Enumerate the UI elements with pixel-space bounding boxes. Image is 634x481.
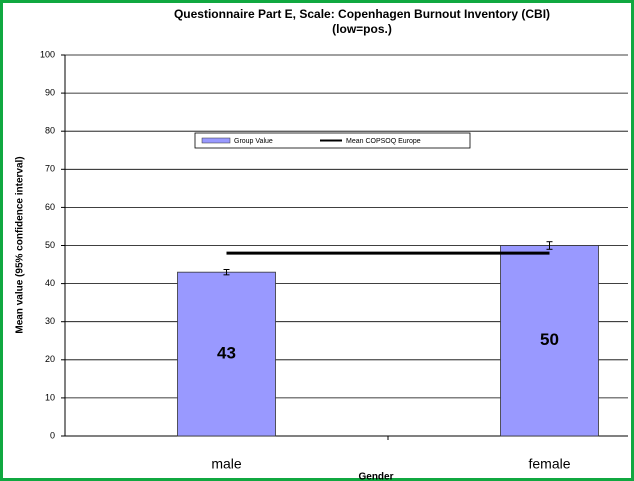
y-tick-label: 50 — [45, 240, 55, 250]
y-tick-label: 100 — [40, 49, 55, 59]
y-tick-label: 10 — [45, 392, 55, 402]
x-axis-title: Gender — [358, 472, 393, 481]
bar — [500, 245, 599, 437]
y-tick-label: 20 — [45, 354, 55, 364]
y-tick-label: 60 — [45, 202, 55, 212]
x-tick-label: male — [211, 456, 242, 472]
y-tick-label: 40 — [45, 278, 55, 288]
legend-label: Group Value — [234, 138, 273, 145]
y-axis-title: Mean value (95% confidence interval) — [15, 156, 26, 333]
y-tick-label: 0 — [50, 430, 55, 440]
y-tick-label: 30 — [45, 316, 55, 326]
y-tick-label: 80 — [45, 126, 55, 136]
data-label: 43 — [217, 344, 236, 363]
chart-title: Questionnaire Part E, Scale: Copenhagen … — [174, 7, 550, 21]
bar — [177, 271, 276, 437]
data-label: 50 — [540, 330, 559, 349]
x-tick-label: female — [528, 456, 570, 472]
legend-label: Mean COPSOQ Europe — [346, 138, 421, 145]
error-bar — [546, 241, 553, 250]
legend: Group Value Mean COPSOQ Europe — [194, 132, 471, 149]
legend-swatch — [201, 137, 231, 144]
y-tick-label: 90 — [45, 87, 55, 97]
error-bar — [223, 269, 230, 276]
y-tick-label: 70 — [45, 164, 55, 174]
plot-area — [65, 54, 628, 437]
chart-subtitle: (low=pos.) — [332, 22, 392, 36]
